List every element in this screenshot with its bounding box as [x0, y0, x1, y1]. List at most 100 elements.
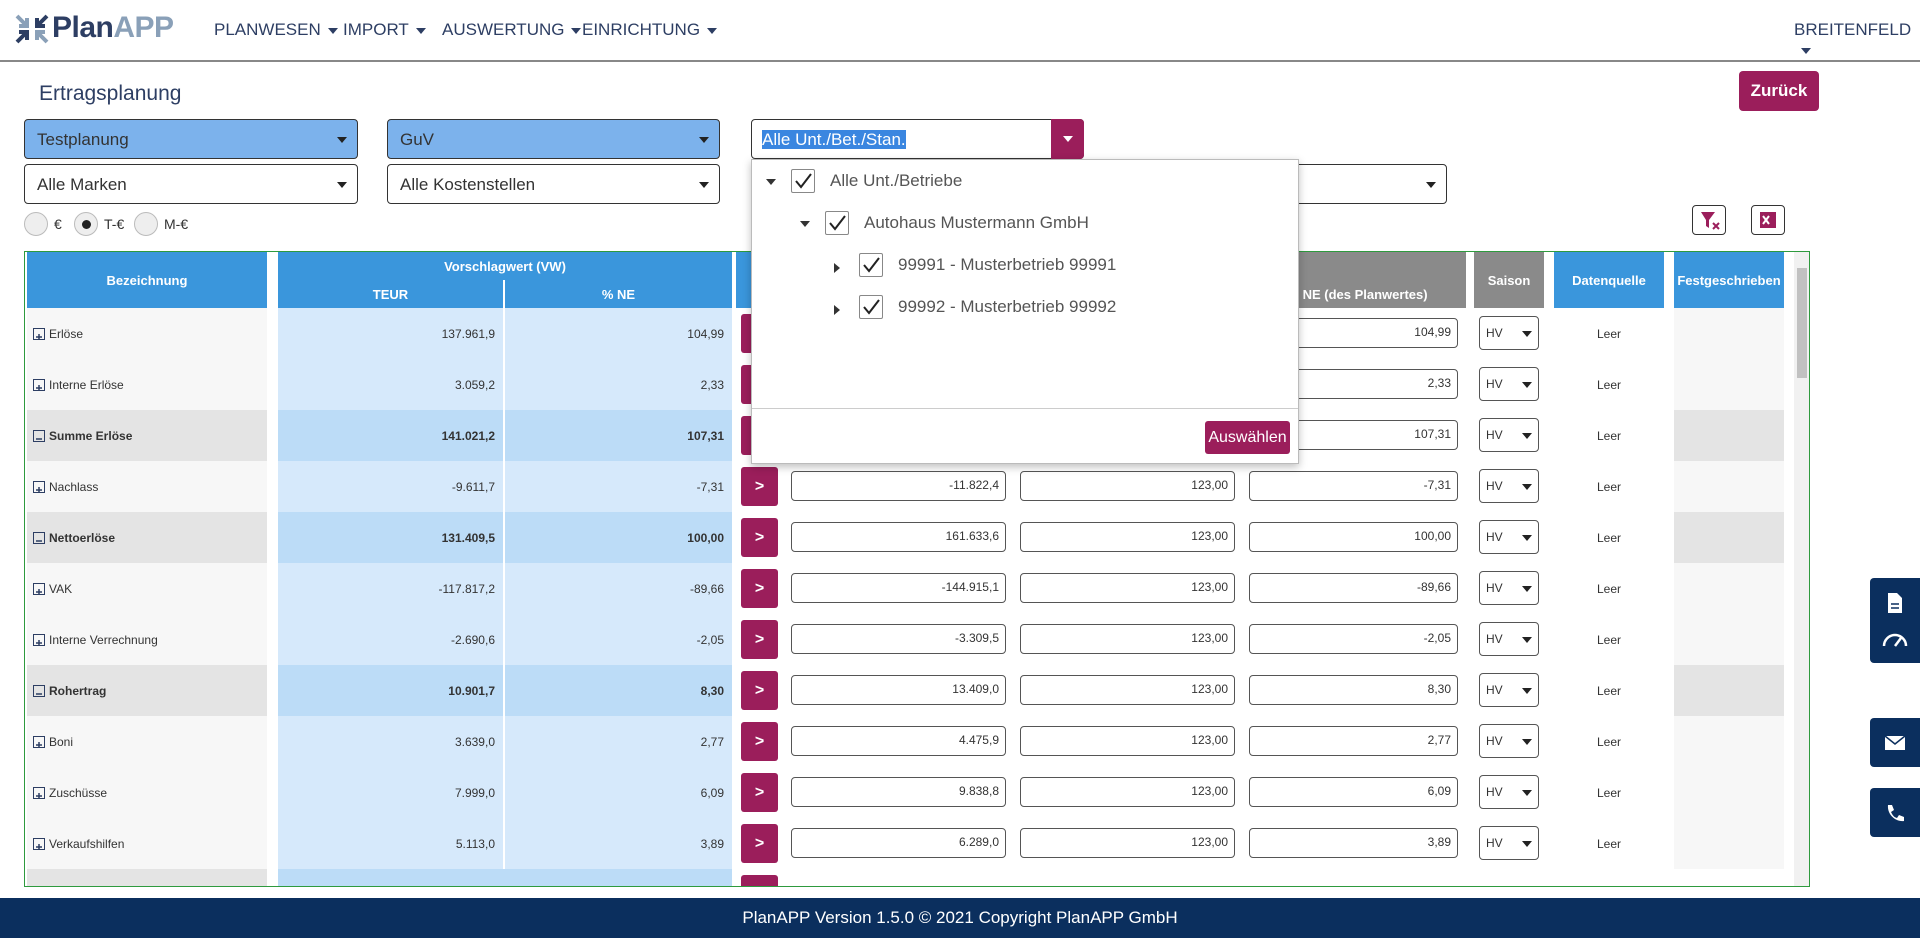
report-select[interactable]: GuV	[387, 119, 720, 159]
currency-radio[interactable]	[24, 212, 48, 236]
proposal-ne: 107,31	[505, 410, 732, 461]
back-button[interactable]: Zurück	[1739, 71, 1819, 111]
expand-icon[interactable]	[33, 736, 45, 748]
tree-label[interactable]: Alle Unt./Betriebe	[830, 171, 963, 190]
tree-checkbox[interactable]	[791, 169, 815, 193]
expand-icon[interactable]	[33, 481, 45, 493]
expand-icon[interactable]	[33, 787, 45, 799]
expand-icon[interactable]	[33, 328, 45, 340]
logo[interactable]: PlanAPP	[52, 11, 174, 45]
logo-icon	[15, 14, 49, 44]
apply-button[interactable]: >	[741, 518, 778, 557]
season-select[interactable]: HV	[1479, 571, 1539, 605]
season-select[interactable]: HV	[1479, 367, 1539, 401]
tree-toggle[interactable]	[834, 305, 840, 315]
expand-icon[interactable]	[33, 838, 45, 850]
tree-label[interactable]: 99991 - Musterbetrieb 99991	[898, 255, 1117, 274]
factor-input[interactable]: 123,00	[1020, 675, 1235, 705]
tree-toggle[interactable]	[800, 221, 810, 227]
tree-label[interactable]: 99992 - Musterbetrieb 99992	[898, 297, 1117, 316]
nav-item[interactable]: IMPORT	[343, 20, 426, 40]
season-select[interactable]: HV	[1479, 520, 1539, 554]
apply-button[interactable]	[741, 875, 778, 886]
factor-input[interactable]: 123,00	[1020, 624, 1235, 654]
plan-input[interactable]: 13.409,0	[791, 675, 1006, 705]
tree-toggle[interactable]	[834, 263, 840, 273]
season-select[interactable]: HV	[1479, 418, 1539, 452]
user-menu[interactable]: BREITENFELD	[1794, 20, 1920, 60]
units-toggle[interactable]	[1051, 119, 1084, 159]
scrollbar-thumb[interactable]	[1797, 268, 1807, 378]
plan-input[interactable]: -11.822,4	[791, 471, 1006, 501]
season-select[interactable]: HV	[1479, 622, 1539, 656]
plan-input[interactable]: -144.915,1	[791, 573, 1006, 603]
season-select[interactable]: HV	[1479, 673, 1539, 707]
currency-radio[interactable]	[134, 212, 158, 236]
season-select[interactable]: HV	[1479, 469, 1539, 503]
excel-export-button[interactable]	[1751, 205, 1785, 235]
plan-ne-input[interactable]: 8,30	[1249, 675, 1458, 705]
season-select[interactable]: HV	[1479, 724, 1539, 758]
collapse-icon[interactable]	[33, 430, 45, 442]
cost-centers-select[interactable]: Alle Kostenstellen	[387, 164, 720, 204]
plan-ne-input[interactable]: 6,09	[1249, 777, 1458, 807]
apply-button[interactable]: >	[741, 467, 778, 506]
factor-input[interactable]: 123,00	[1020, 522, 1235, 552]
plan-ne-input[interactable]: -7,31	[1249, 471, 1458, 501]
plan-ne-input[interactable]: 100,00	[1249, 522, 1458, 552]
tree-toggle[interactable]	[766, 179, 776, 185]
factor-input[interactable]: 123,00	[1020, 777, 1235, 807]
plan-input[interactable]: -3.309,5	[791, 624, 1006, 654]
plan-ne-input[interactable]: 2,77	[1249, 726, 1458, 756]
tree-label[interactable]: Autohaus Mustermann GmbH	[864, 213, 1089, 232]
nav-item[interactable]: AUSWERTUNG	[442, 20, 582, 40]
expand-icon[interactable]	[33, 583, 45, 595]
apply-button[interactable]: >	[741, 620, 778, 659]
plan-ne-input[interactable]: -89,66	[1249, 573, 1458, 603]
tree-checkbox[interactable]	[859, 295, 883, 319]
proposal-ne: 100,00	[505, 512, 732, 563]
select-button[interactable]: Auswählen	[1205, 421, 1290, 454]
phone-icon	[1887, 804, 1904, 821]
brands-select[interactable]: Alle Marken	[24, 164, 358, 204]
row-name: Erlöse	[49, 326, 84, 341]
plan-input[interactable]: 161.633,6	[791, 522, 1006, 552]
phone-button[interactable]	[1870, 788, 1920, 837]
plan-ne-input[interactable]: -2,05	[1249, 624, 1458, 654]
units-select[interactable]: Alle Unt./Bet./Stan.	[751, 119, 1084, 159]
plan-input[interactable]: 4.475,9	[791, 726, 1006, 756]
factor-input[interactable]: 123,00	[1020, 573, 1235, 603]
planning-select[interactable]: Testplanung	[24, 119, 358, 159]
tree-checkbox[interactable]	[859, 253, 883, 277]
nav-item[interactable]: PLANWESEN	[214, 20, 338, 40]
factor-input[interactable]: 123,00	[1020, 471, 1235, 501]
currency-radio[interactable]	[74, 212, 98, 236]
expand-icon[interactable]	[33, 379, 45, 391]
expand-icon[interactable]	[33, 634, 45, 646]
apply-button[interactable]: >	[741, 824, 778, 863]
plan-input[interactable]: 9.838,8	[791, 777, 1006, 807]
fixed-cell	[1674, 665, 1784, 716]
tree-checkbox[interactable]	[825, 211, 849, 235]
apply-button[interactable]: >	[741, 569, 778, 608]
apply-button[interactable]: >	[741, 722, 778, 761]
apply-button[interactable]: >	[741, 671, 778, 710]
dashboard-button[interactable]	[1870, 614, 1920, 663]
nav-item[interactable]: EINRICHTUNG	[582, 20, 718, 40]
plan-input[interactable]: 6.289,0	[791, 828, 1006, 858]
clear-filter-button[interactable]	[1692, 205, 1726, 235]
plan-ne-input[interactable]: 3,89	[1249, 828, 1458, 858]
select-value: Testplanung	[37, 130, 129, 149]
apply-button[interactable]: >	[741, 773, 778, 812]
factor-input[interactable]: 123,00	[1020, 726, 1235, 756]
factor-input[interactable]: 123,00	[1020, 828, 1235, 858]
season-select[interactable]: HV	[1479, 316, 1539, 350]
season-select[interactable]: HV	[1479, 826, 1539, 860]
row-name-cell: Verkaufshilfen	[27, 818, 267, 869]
season-select[interactable]: HV	[1479, 775, 1539, 809]
collapse-icon[interactable]	[33, 685, 45, 697]
collapse-icon[interactable]	[33, 532, 45, 544]
mail-button[interactable]	[1870, 718, 1920, 767]
document-icon	[1888, 592, 1902, 613]
